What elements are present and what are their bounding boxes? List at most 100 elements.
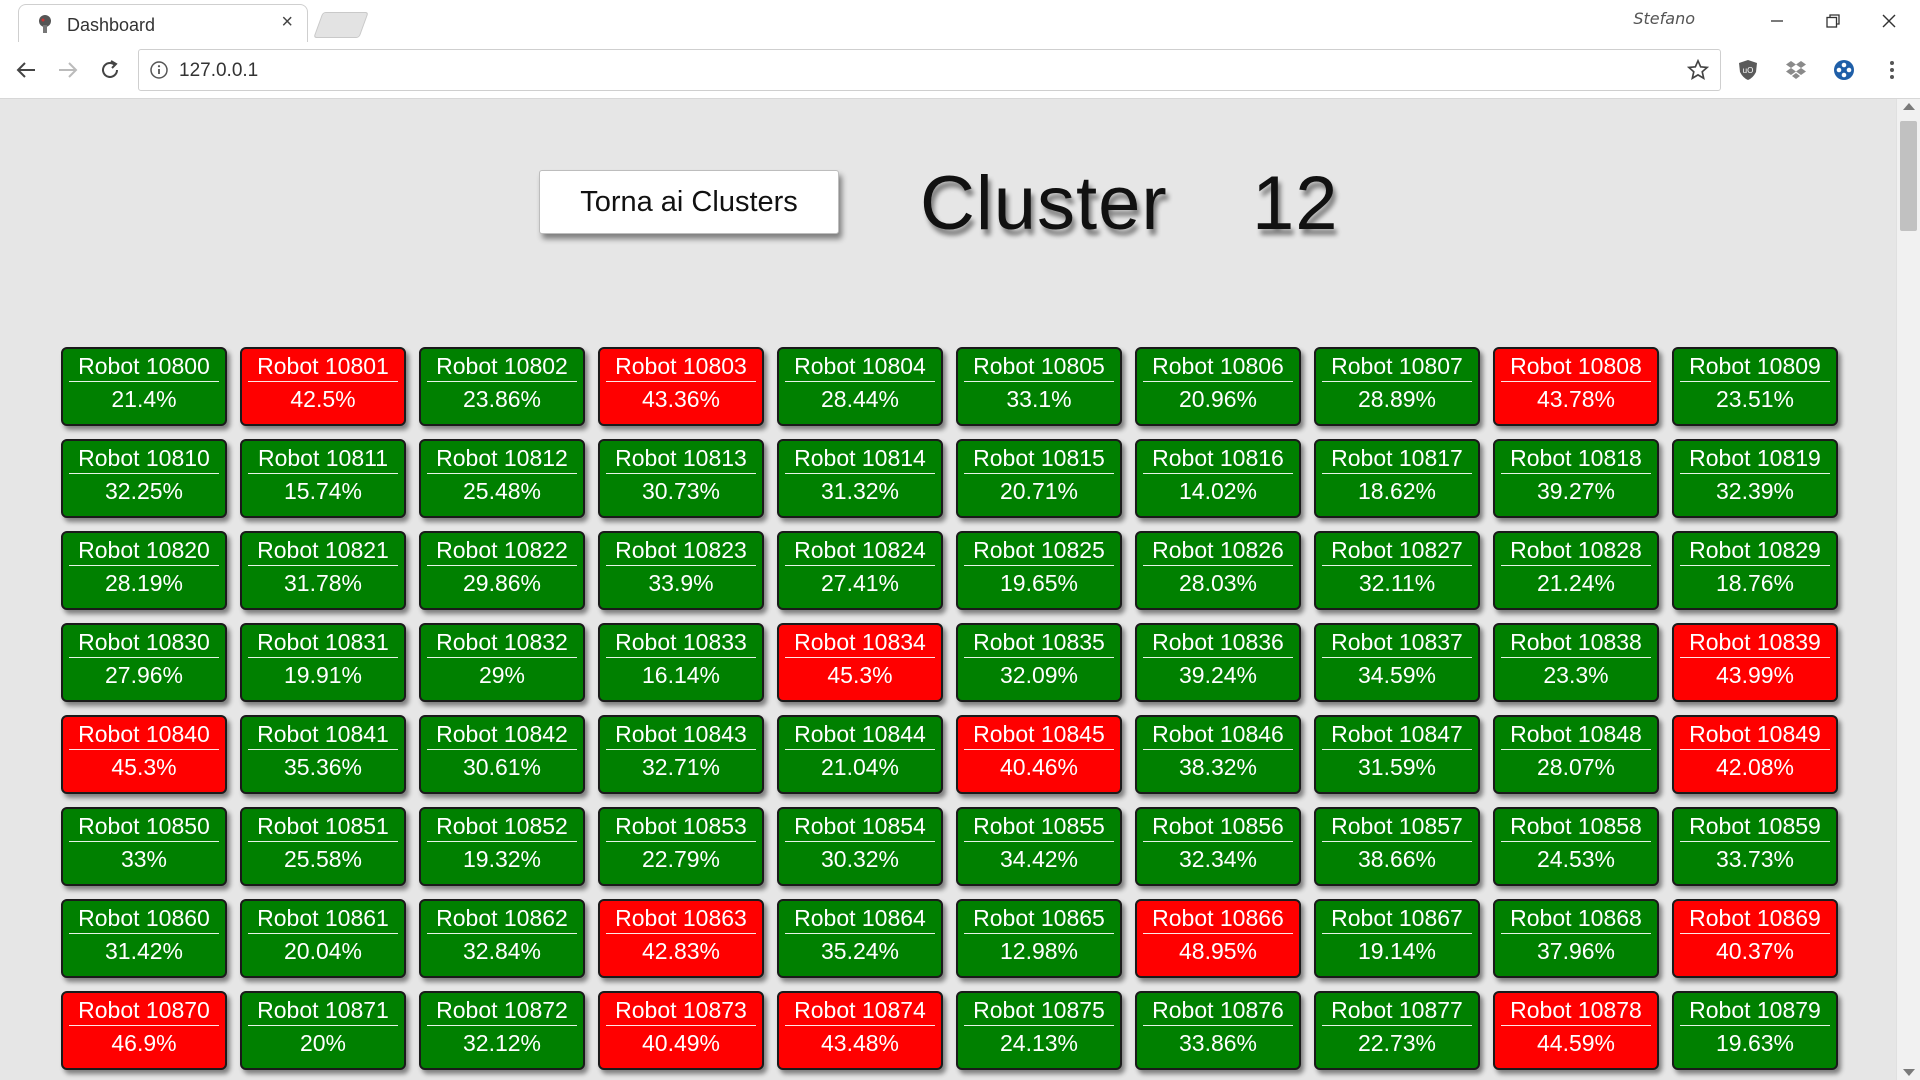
close-window-icon[interactable]: [1874, 6, 1904, 36]
profile-name[interactable]: Stefano: [1633, 9, 1695, 28]
robot-card[interactable]: Robot 10825 19.65%: [956, 531, 1122, 610]
address-bar[interactable]: 127.0.0.1: [138, 49, 1721, 91]
robot-card[interactable]: Robot 10802 23.86%: [419, 347, 585, 426]
robot-card[interactable]: Robot 10855 34.42%: [956, 807, 1122, 886]
robot-card[interactable]: Robot 10870 46.9%: [61, 991, 227, 1070]
robot-card[interactable]: Robot 10872 32.12%: [419, 991, 585, 1070]
back-to-clusters-button[interactable]: Torna ai Clusters: [539, 170, 839, 234]
robot-card[interactable]: Robot 10856 32.34%: [1135, 807, 1301, 886]
vertical-scrollbar[interactable]: [1896, 99, 1920, 1080]
robot-card[interactable]: Robot 10845 40.46%: [956, 715, 1122, 794]
robot-card[interactable]: Robot 10841 35.36%: [240, 715, 406, 794]
robot-card[interactable]: Robot 10840 45.3%: [61, 715, 227, 794]
robot-card[interactable]: Robot 10857 38.66%: [1314, 807, 1480, 886]
robot-card[interactable]: Robot 10804 28.44%: [777, 347, 943, 426]
extension-icon[interactable]: [1828, 54, 1860, 86]
scroll-up-icon[interactable]: [1903, 103, 1915, 110]
robot-card[interactable]: Robot 10877 22.73%: [1314, 991, 1480, 1070]
url-text[interactable]: 127.0.0.1: [179, 60, 259, 81]
robot-card[interactable]: Robot 10809 23.51%: [1672, 347, 1838, 426]
robot-card[interactable]: Robot 10866 48.95%: [1135, 899, 1301, 978]
robot-card[interactable]: Robot 10847 31.59%: [1314, 715, 1480, 794]
robot-card[interactable]: Robot 10843 32.71%: [598, 715, 764, 794]
robot-card[interactable]: Robot 10817 18.62%: [1314, 439, 1480, 518]
robot-card[interactable]: Robot 10859 33.73%: [1672, 807, 1838, 886]
robot-card[interactable]: Robot 10823 33.9%: [598, 531, 764, 610]
robot-card[interactable]: Robot 10860 31.42%: [61, 899, 227, 978]
robot-card[interactable]: Robot 10861 20.04%: [240, 899, 406, 978]
robot-card[interactable]: Robot 10818 39.27%: [1493, 439, 1659, 518]
browser-tab[interactable]: Dashboard ×: [18, 4, 308, 42]
dropbox-extension-icon[interactable]: [1780, 54, 1812, 86]
robot-card[interactable]: Robot 10846 38.32%: [1135, 715, 1301, 794]
robot-card[interactable]: Robot 10853 22.79%: [598, 807, 764, 886]
robot-card[interactable]: Robot 10806 20.96%: [1135, 347, 1301, 426]
robot-card[interactable]: Robot 10826 28.03%: [1135, 531, 1301, 610]
robot-card[interactable]: Robot 10821 31.78%: [240, 531, 406, 610]
robot-card[interactable]: Robot 10844 21.04%: [777, 715, 943, 794]
robot-card[interactable]: Robot 10836 39.24%: [1135, 623, 1301, 702]
robot-card[interactable]: Robot 10834 45.3%: [777, 623, 943, 702]
robot-card[interactable]: Robot 10852 19.32%: [419, 807, 585, 886]
robot-card[interactable]: Robot 10837 34.59%: [1314, 623, 1480, 702]
scrollbar-thumb[interactable]: [1900, 121, 1917, 231]
robot-card[interactable]: Robot 10873 40.49%: [598, 991, 764, 1070]
robot-card[interactable]: Robot 10835 32.09%: [956, 623, 1122, 702]
robot-card[interactable]: Robot 10822 29.86%: [419, 531, 585, 610]
back-arrow-icon[interactable]: [10, 54, 42, 86]
robot-card[interactable]: Robot 10819 32.39%: [1672, 439, 1838, 518]
robot-card[interactable]: Robot 10854 30.32%: [777, 807, 943, 886]
robot-card[interactable]: Robot 10838 23.3%: [1493, 623, 1659, 702]
robot-card[interactable]: Robot 10878 44.59%: [1493, 991, 1659, 1070]
robot-card[interactable]: Robot 10831 19.91%: [240, 623, 406, 702]
robot-card[interactable]: Robot 10810 32.25%: [61, 439, 227, 518]
menu-kebab-icon[interactable]: [1876, 54, 1908, 86]
forward-arrow-icon[interactable]: [52, 54, 84, 86]
robot-card[interactable]: Robot 10864 35.24%: [777, 899, 943, 978]
robot-card[interactable]: Robot 10830 27.96%: [61, 623, 227, 702]
minimize-icon[interactable]: [1762, 6, 1792, 36]
robot-card[interactable]: Robot 10815 20.71%: [956, 439, 1122, 518]
new-tab-button[interactable]: [313, 12, 369, 38]
robot-card[interactable]: Robot 10832 29%: [419, 623, 585, 702]
robot-card[interactable]: Robot 10829 18.76%: [1672, 531, 1838, 610]
robot-card[interactable]: Robot 10801 42.5%: [240, 347, 406, 426]
robot-card[interactable]: Robot 10813 30.73%: [598, 439, 764, 518]
robot-card[interactable]: Robot 10865 12.98%: [956, 899, 1122, 978]
robot-card[interactable]: Robot 10849 42.08%: [1672, 715, 1838, 794]
robot-card[interactable]: Robot 10874 43.48%: [777, 991, 943, 1070]
robot-card[interactable]: Robot 10820 28.19%: [61, 531, 227, 610]
robot-card[interactable]: Robot 10848 28.07%: [1493, 715, 1659, 794]
robot-card[interactable]: Robot 10863 42.83%: [598, 899, 764, 978]
robot-card[interactable]: Robot 10875 24.13%: [956, 991, 1122, 1070]
info-icon[interactable]: [149, 60, 169, 80]
robot-card[interactable]: Robot 10862 32.84%: [419, 899, 585, 978]
robot-card[interactable]: Robot 10812 25.48%: [419, 439, 585, 518]
robot-card[interactable]: Robot 10814 31.32%: [777, 439, 943, 518]
robot-card[interactable]: Robot 10850 33%: [61, 807, 227, 886]
robot-card[interactable]: Robot 10876 33.86%: [1135, 991, 1301, 1070]
robot-card[interactable]: Robot 10811 15.74%: [240, 439, 406, 518]
restore-icon[interactable]: [1818, 6, 1848, 36]
robot-card[interactable]: Robot 10879 19.63%: [1672, 991, 1838, 1070]
robot-card[interactable]: Robot 10858 24.53%: [1493, 807, 1659, 886]
robot-card[interactable]: Robot 10833 16.14%: [598, 623, 764, 702]
robot-card[interactable]: Robot 10803 43.36%: [598, 347, 764, 426]
robot-card[interactable]: Robot 10828 21.24%: [1493, 531, 1659, 610]
robot-card[interactable]: Robot 10807 28.89%: [1314, 347, 1480, 426]
robot-card[interactable]: Robot 10827 32.11%: [1314, 531, 1480, 610]
robot-card[interactable]: Robot 10839 43.99%: [1672, 623, 1838, 702]
robot-card[interactable]: Robot 10808 43.78%: [1493, 347, 1659, 426]
robot-card[interactable]: Robot 10824 27.41%: [777, 531, 943, 610]
robot-card[interactable]: Robot 10871 20%: [240, 991, 406, 1070]
reload-icon[interactable]: [94, 54, 126, 86]
robot-card[interactable]: Robot 10800 21.4%: [61, 347, 227, 426]
robot-card[interactable]: Robot 10851 25.58%: [240, 807, 406, 886]
robot-card[interactable]: Robot 10867 19.14%: [1314, 899, 1480, 978]
robot-card[interactable]: Robot 10816 14.02%: [1135, 439, 1301, 518]
robot-card[interactable]: Robot 10842 30.61%: [419, 715, 585, 794]
robot-card[interactable]: Robot 10868 37.96%: [1493, 899, 1659, 978]
robot-card[interactable]: Robot 10869 40.37%: [1672, 899, 1838, 978]
ublock-extension-icon[interactable]: uO: [1732, 54, 1764, 86]
scroll-down-icon[interactable]: [1903, 1069, 1915, 1076]
